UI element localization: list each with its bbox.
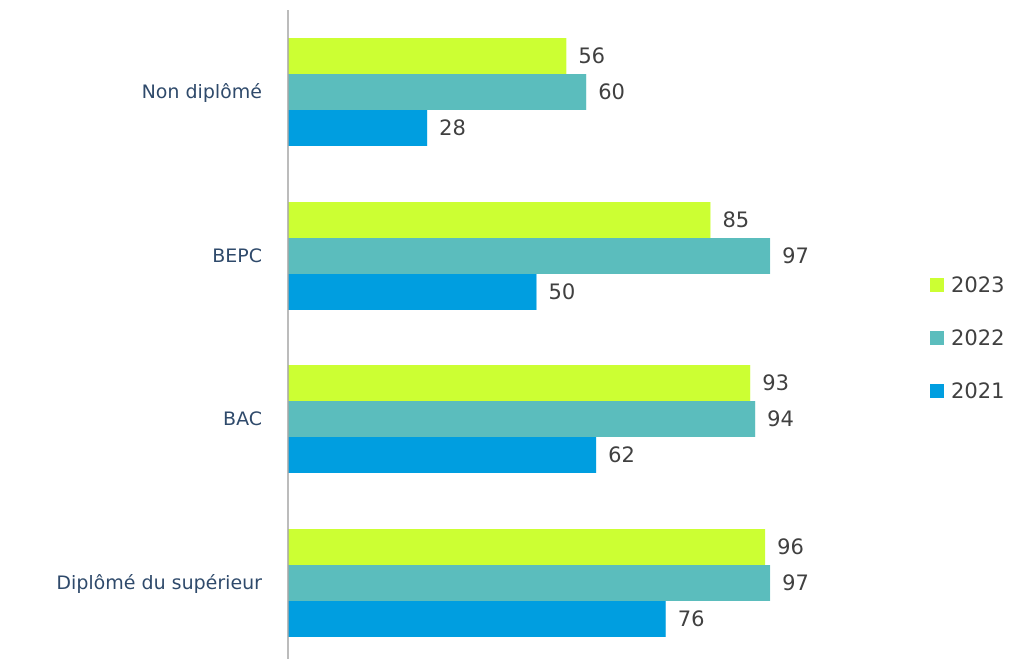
category-label-non-diplome: Non diplômé (142, 81, 262, 103)
legend: 2023 2022 2021 (930, 273, 1004, 403)
value-label-non-diplome-2021: 28 (439, 116, 466, 140)
bar-bac-2023 (288, 365, 751, 401)
value-label-bepc-2022: 97 (782, 244, 809, 268)
bar-diplome-du-superieur-2022 (288, 565, 771, 601)
value-label-bac-2021: 62 (608, 443, 635, 467)
value-label-bac-2022: 94 (767, 407, 794, 431)
legend-label-2022: 2022 (951, 326, 1004, 350)
category-label-bac: BAC (223, 408, 262, 430)
value-label-diplome-du-superieur-2022: 97 (782, 571, 809, 595)
bar-bac-2022 (288, 401, 756, 437)
value-label-bac-2023: 93 (762, 371, 789, 395)
legend-swatch-2022 (930, 331, 944, 345)
legend-label-2021: 2021 (951, 379, 1004, 403)
value-label-bepc-2021: 50 (549, 280, 576, 304)
value-label-non-diplome-2023: 56 (578, 44, 605, 68)
value-label-non-diplome-2022: 60 (598, 80, 625, 104)
legend-label-2023: 2023 (951, 273, 1004, 297)
bar-bepc-2023 (288, 202, 711, 238)
bar-bepc-2021 (288, 274, 537, 310)
legend-swatch-2023 (930, 278, 944, 292)
bar-bac-2021 (288, 437, 597, 473)
value-labels: 56 60 28 85 97 50 93 94 62 96 97 76 (439, 44, 809, 631)
legend-swatch-2021 (930, 384, 944, 398)
legend-item-2021: 2021 (930, 379, 1004, 403)
bar-bepc-2022 (288, 238, 771, 274)
legend-item-2023: 2023 (930, 273, 1004, 297)
legend-item-2022: 2022 (930, 326, 1004, 350)
bar-non-diplome-2021 (288, 110, 428, 146)
value-label-diplome-du-superieur-2021: 76 (678, 607, 705, 631)
bar-diplome-du-superieur-2023 (288, 529, 766, 565)
bar-non-diplome-2023 (288, 38, 567, 74)
bars-group (288, 38, 771, 637)
bar-non-diplome-2022 (288, 74, 587, 110)
category-labels: Non diplômé BEPC BAC Diplômé du supérieur (56, 81, 262, 594)
value-label-diplome-du-superieur-2023: 96 (777, 535, 804, 559)
bar-diplome-du-superieur-2021 (288, 601, 666, 637)
category-label-bepc: BEPC (212, 245, 262, 267)
value-label-bepc-2023: 85 (722, 208, 749, 232)
category-label-diplome-du-superieur: Diplômé du supérieur (56, 572, 262, 594)
